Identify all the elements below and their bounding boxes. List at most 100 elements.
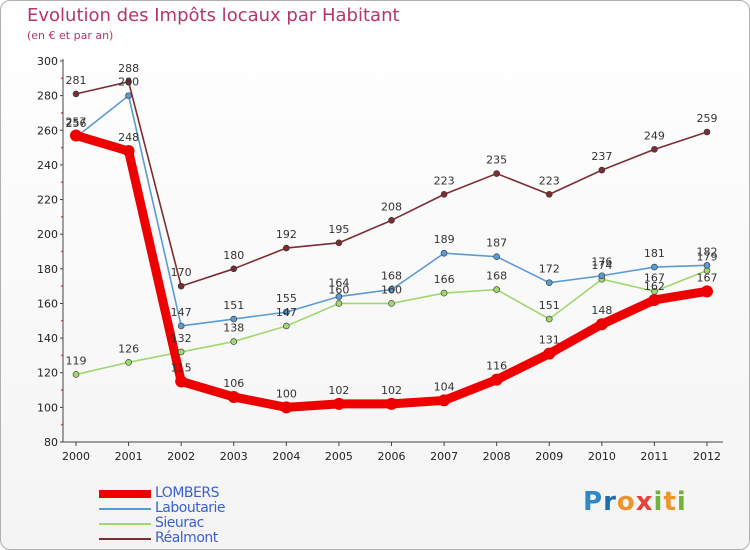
data-label-laboutarie: 155 [276, 292, 297, 305]
legend-label: Réalmont [155, 530, 218, 546]
y-minor-tick [61, 146, 63, 149]
logo-letter: r [603, 487, 617, 517]
data-point-sieurac [493, 286, 500, 293]
y-minor-tick [61, 354, 63, 357]
data-point-réalmont [335, 239, 343, 247]
data-label-laboutarie: 187 [486, 237, 507, 250]
y-tick-label: 100 [37, 401, 58, 414]
legend-swatch [99, 490, 151, 498]
data-labels: 281 288 170 180 192 195 208 223 235 223 237 249 259 1… [66, 62, 718, 401]
data-label-sieurac: 147 [276, 306, 297, 319]
data-point-réalmont [230, 265, 238, 273]
data-point-laboutarie [177, 322, 185, 330]
data-point-réalmont [72, 90, 80, 98]
data-label-laboutarie: 256 [66, 117, 87, 130]
data-label-laboutarie: 172 [539, 263, 560, 276]
x-tick-label: 2011 [640, 450, 668, 463]
data-label-lombers: 104 [434, 380, 455, 393]
y-minor-tick [61, 181, 63, 184]
x-tick-label: 2005 [325, 450, 353, 463]
data-point-lombers [175, 375, 188, 388]
x-tick-label: 2002 [167, 450, 195, 463]
x-axis-ticks: 2000 2001 2002 2003 2004 2005 2006 2007 2008 2009… [62, 442, 721, 463]
data-label-réalmont: 288 [118, 62, 139, 75]
legend-label: LOMBERS [155, 485, 219, 501]
data-point-lombers [227, 390, 240, 403]
y-minor-tick [61, 319, 63, 322]
data-point-sieurac [335, 300, 343, 307]
y-minor-tick [61, 389, 63, 391]
data-label-sieurac: 160 [328, 283, 349, 296]
y-minor-tick [61, 215, 63, 218]
y-tick-label: 80 [44, 436, 58, 449]
data-point-réalmont [440, 191, 448, 198]
data-point-sieurac [440, 289, 448, 297]
data-point-sieurac [545, 315, 553, 323]
data-point-réalmont [283, 244, 290, 252]
legend-label: Sieurac [155, 515, 204, 531]
data-point-laboutarie [440, 249, 448, 257]
data-point-lombers [595, 318, 608, 331]
data-label-sieurac: 168 [486, 270, 507, 283]
data-label-sieurac: 174 [591, 259, 612, 272]
data-label-lombers: 131 [539, 334, 560, 347]
data-point-laboutarie [598, 272, 606, 280]
data-label-réalmont: 235 [486, 154, 507, 167]
x-tick-label: 2010 [588, 450, 616, 463]
data-point-lombers [70, 129, 82, 142]
data-label-réalmont: 192 [276, 228, 297, 241]
data-point-lombers [438, 394, 451, 407]
data-label-lombers: 102 [328, 384, 349, 397]
x-tick-label: 2012 [693, 450, 721, 463]
chart-title: Evolution des Impôts locaux par Habitant [27, 5, 400, 26]
data-label-sieurac: 160 [381, 283, 402, 296]
data-label-laboutarie: 181 [644, 247, 665, 260]
logo-letter: x [635, 487, 654, 517]
data-point-réalmont [598, 166, 606, 174]
legend-label: Laboutarie [155, 500, 226, 516]
data-label-laboutarie: 182 [697, 245, 718, 258]
data-label-sieurac: 167 [644, 271, 665, 284]
data-label-lombers: 167 [697, 271, 718, 284]
data-point-réalmont [125, 78, 132, 86]
proxiti-logo: Proxiti [583, 487, 687, 517]
data-label-sieurac: 179 [697, 251, 718, 264]
data-label-réalmont: 249 [644, 129, 665, 142]
data-point-réalmont [651, 146, 658, 153]
data-label-lombers: 116 [486, 360, 507, 373]
y-tick-label: 280 [37, 90, 58, 103]
data-label-réalmont: 223 [539, 174, 560, 187]
x-tick-label: 2003 [220, 450, 248, 463]
data-label-lombers: 102 [381, 384, 402, 397]
y-tick-label: 180 [37, 263, 58, 276]
data-point-lombers [701, 285, 713, 298]
data-label-réalmont: 170 [171, 266, 192, 279]
logo-letter: P [583, 487, 604, 517]
data-point-lombers [332, 397, 345, 410]
series-lines [71, 80, 712, 412]
data-point-réalmont [703, 128, 711, 136]
data-label-laboutarie: 176 [591, 256, 612, 269]
logo-letter: t [663, 487, 677, 517]
y-tick-label: 200 [37, 228, 58, 241]
data-point-réalmont [545, 191, 553, 198]
legend-swatch [99, 538, 151, 540]
data-label-lombers: 106 [223, 377, 244, 390]
y-axis-ticks: 80 100 120 140 160 180 200 220 240 260 280 300 [37, 55, 63, 449]
data-label-réalmont: 223 [434, 174, 455, 187]
data-label-laboutarie: 168 [381, 270, 402, 283]
data-point-réalmont [177, 282, 185, 290]
data-point-laboutarie [388, 286, 395, 293]
data-point-lombers [648, 293, 661, 306]
data-label-sieurac: 166 [434, 273, 455, 286]
x-tick-label: 2006 [378, 450, 406, 463]
y-minor-tick [61, 250, 63, 253]
logo-letter: i [676, 487, 687, 517]
logo-letter: i [653, 487, 664, 517]
data-point-laboutarie [335, 293, 343, 300]
data-label-réalmont: 281 [66, 74, 87, 87]
x-tick-label: 2000 [62, 450, 90, 463]
logo-letter: o [616, 487, 636, 517]
y-minor-tick [61, 77, 63, 80]
series-points [70, 78, 713, 414]
